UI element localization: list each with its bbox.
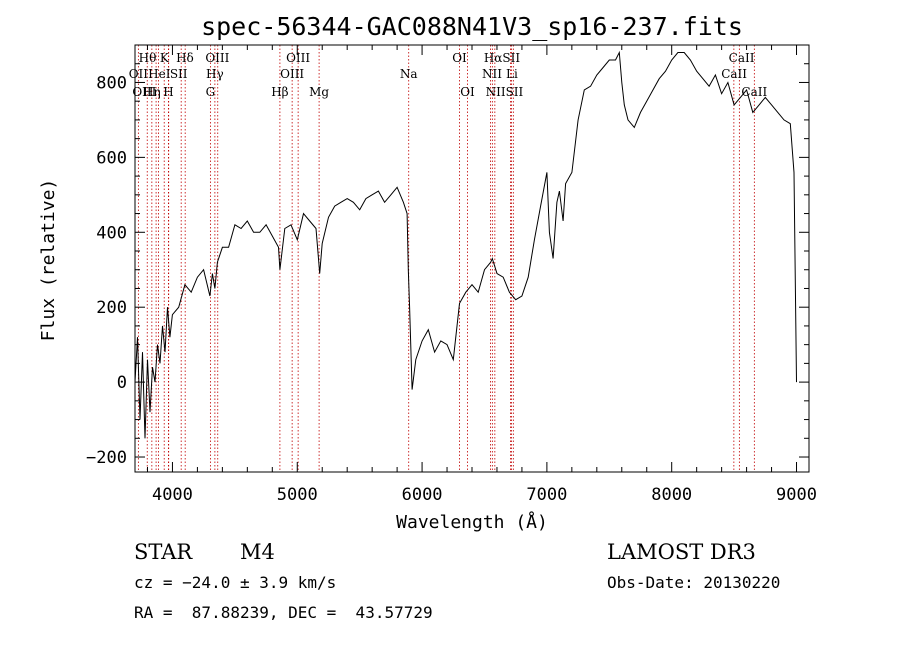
x-tick-label-0: 4000 xyxy=(152,485,193,505)
survey-name: LAMOST DR3 xyxy=(607,540,756,564)
y-axis-label: Flux (relative) xyxy=(38,179,59,342)
line-label-18: Hη xyxy=(143,85,161,99)
line-label-0: Hθ xyxy=(139,51,157,65)
chart-title: spec-56344-GAC088N41V3_sp16-237.fits xyxy=(201,12,743,41)
emission-line-labels: Hθ K Hδ OIII OIII OI HαSII CaII OII HeI SII Hγ OIII N… xyxy=(129,51,768,99)
spectrum-line xyxy=(134,50,797,439)
line-label-16: CaII xyxy=(721,67,747,81)
x-tick-label-3: 7000 xyxy=(526,485,567,505)
line-label-1: K xyxy=(160,51,170,65)
y-tick-label-3: 400 xyxy=(96,223,127,243)
line-label-13: Na xyxy=(400,67,418,81)
y-tick-label-5: 800 xyxy=(96,73,127,93)
y-tick-label-2: 200 xyxy=(96,298,127,318)
y-tick-label-1: 0 xyxy=(117,373,127,393)
object-subclass: M4 xyxy=(240,540,275,564)
line-label-15: Li xyxy=(506,67,518,81)
line-label-20: G xyxy=(206,85,216,99)
line-label-23: OI xyxy=(460,85,475,99)
line-label-11: Hγ xyxy=(206,67,224,81)
line-label-24: NIISII xyxy=(486,85,524,99)
line-label-19: H xyxy=(163,85,173,99)
line-label-12: OIII xyxy=(280,67,304,81)
line-label-8: OII xyxy=(129,67,149,81)
coordinates-text: RA = 87.88239, DEC = 43.57729 xyxy=(134,603,433,622)
x-tick-label-5: 9000 xyxy=(776,485,817,505)
line-label-21: Hβ xyxy=(271,85,288,99)
line-label-14: NII xyxy=(482,67,502,81)
x-axis-label: Wavelength (Å) xyxy=(396,511,548,533)
line-label-10: SII xyxy=(170,67,188,81)
x-tick-label-2: 6000 xyxy=(402,485,443,505)
line-label-22: Mg xyxy=(309,85,329,99)
line-label-5: OI xyxy=(452,51,467,65)
object-class: STAR xyxy=(134,540,193,564)
y-tick-label-4: 600 xyxy=(96,148,127,168)
x-tick-label-1: 5000 xyxy=(277,485,318,505)
line-label-6: HαSII xyxy=(484,51,521,65)
line-label-9: HeI xyxy=(148,67,171,81)
line-label-4: OIII xyxy=(286,51,310,65)
line-label-7: CaII xyxy=(729,51,755,65)
line-label-2: Hδ xyxy=(176,51,194,65)
redshift-text: cz = −24.0 ± 3.9 km/s xyxy=(134,573,337,592)
x-tick-label-4: 8000 xyxy=(651,485,692,505)
line-label-3: OIII xyxy=(205,51,229,65)
line-label-17: OIII xyxy=(132,85,156,99)
plot-frame xyxy=(134,44,810,473)
axis-ticks: 4000 5000 6000 7000 8000 9000 −200 0 200 400 600 80… xyxy=(86,44,817,505)
emission-line-markers xyxy=(137,45,755,472)
observation-date: Obs-Date: 20130220 xyxy=(607,573,781,592)
y-tick-label-0: −200 xyxy=(86,448,127,468)
